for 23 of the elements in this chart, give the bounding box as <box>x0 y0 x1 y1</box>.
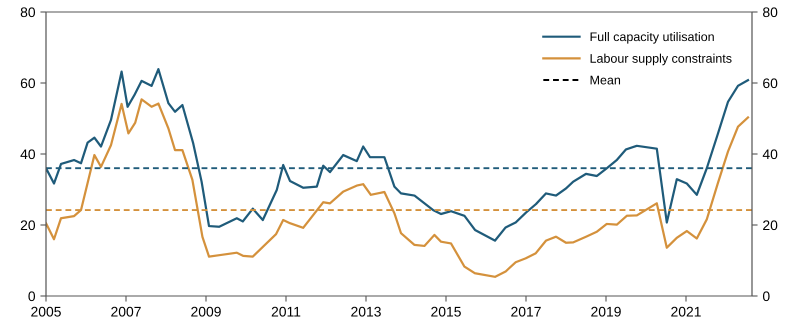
y-tick-label: 40 <box>20 149 36 160</box>
y2-tick-label: 60 <box>763 78 778 88</box>
x-tick-label: 2015 <box>431 306 461 317</box>
y-tick-label: 0 <box>28 291 36 302</box>
legend-label: Labour supply constraints <box>590 54 732 66</box>
x-tick-label: 2007 <box>111 306 141 317</box>
legend-label: Full capacity utilisation <box>590 32 714 44</box>
y-tick-label: 60 <box>20 78 36 88</box>
y2-tick-label: 20 <box>763 220 778 230</box>
line-series <box>46 98 750 278</box>
x-tick-label: 2013 <box>351 306 381 317</box>
annotation: Mean <box>590 76 620 84</box>
x-tick-label: 2017 <box>511 306 541 317</box>
x-tick-label: 2021 <box>671 306 701 317</box>
y2-tick-label: 0 <box>762 291 770 302</box>
y2-tick-label: 40 <box>762 149 778 160</box>
x-tick-label: 2009 <box>191 306 221 317</box>
y2-tick-label: 80 <box>763 7 778 18</box>
x-tick-label: 2011 <box>272 306 300 317</box>
y-tick-label: 80 <box>20 7 36 18</box>
x-tick-label: 2005 <box>31 306 61 317</box>
x-tick-label: 2019 <box>591 306 621 317</box>
y-tick-label: 20 <box>20 220 36 230</box>
